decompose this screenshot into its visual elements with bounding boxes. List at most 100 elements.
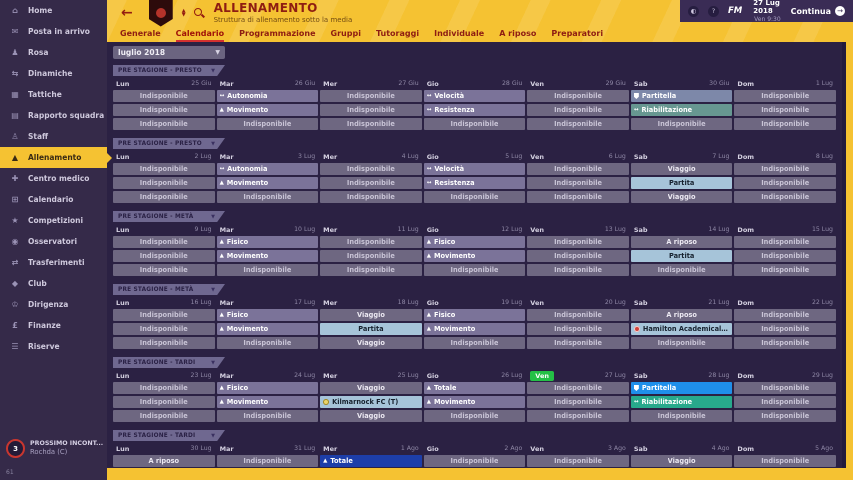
calendar-cell-unavailable[interactable]: Indisponibile bbox=[527, 118, 629, 130]
calendar-cell-unavailable[interactable]: Indisponibile bbox=[734, 191, 836, 203]
section-up-down-chevron-icon[interactable]: ▲ ▼ bbox=[181, 8, 186, 18]
calendar-cell-unavailable[interactable]: Indisponibile bbox=[527, 337, 629, 349]
calendar-cell[interactable]: ↔ Velocità bbox=[423, 163, 526, 175]
tab-tutoraggi[interactable]: Tutoraggi bbox=[375, 29, 420, 38]
sidebar-item-rapporto-squadra[interactable]: ▤ Rapporto squadra bbox=[0, 105, 107, 126]
next-match-panel[interactable]: 3 PROSSIMO INCONT... Rochda (C) bbox=[6, 439, 103, 458]
calendar-cell-unavailable[interactable]: Indisponibile bbox=[320, 191, 422, 203]
calendar-cell-unavailable[interactable]: Indisponibile bbox=[527, 264, 629, 276]
calendar-cell[interactable]: ▲ Totale bbox=[320, 455, 422, 467]
calendar-cell-unavailable[interactable]: Indisponibile bbox=[734, 104, 836, 116]
calendar-cell[interactable]: ▲ Fisico bbox=[216, 309, 319, 321]
calendar-cell-unavailable[interactable]: Indisponibile bbox=[113, 337, 215, 349]
calendar-cell-unavailable[interactable]: Indisponibile bbox=[423, 264, 526, 276]
calendar-cell-unavailable[interactable]: Indisponibile bbox=[734, 382, 836, 394]
calendar-cell-unavailable[interactable]: Indisponibile bbox=[320, 163, 422, 175]
week-section-header[interactable]: PRE STAGIONE - PRESTO ▼ bbox=[113, 138, 225, 149]
calendar-cell-unavailable[interactable]: Indisponibile bbox=[734, 309, 836, 321]
sidebar-item-centro-medico[interactable]: ✚ Centro medico bbox=[0, 168, 107, 189]
tab-calendario[interactable]: Calendario bbox=[175, 27, 225, 42]
calendar-cell-unavailable[interactable]: Indisponibile bbox=[320, 236, 422, 248]
calendar-cell-unavailable[interactable]: Indisponibile bbox=[113, 264, 215, 276]
calendar-cell-unavailable[interactable]: Indisponibile bbox=[527, 236, 629, 248]
calendar-cell-unavailable[interactable]: Indisponibile bbox=[734, 250, 836, 262]
calendar-cell-unavailable[interactable]: Indisponibile bbox=[216, 118, 319, 130]
calendar-cell[interactable]: Viaggio bbox=[320, 309, 422, 321]
calendar-cell[interactable]: Hamilton Academical FC (C) bbox=[630, 323, 733, 335]
calendar-cell-unavailable[interactable]: Indisponibile bbox=[423, 118, 526, 130]
calendar-cell-unavailable[interactable]: Indisponibile bbox=[527, 323, 629, 335]
calendar-cell[interactable]: ▲ Fisico bbox=[216, 236, 319, 248]
calendar-cell-unavailable[interactable]: Indisponibile bbox=[527, 163, 629, 175]
calendar-cell[interactable]: ↔ Autonomia bbox=[216, 163, 319, 175]
calendar-cell-unavailable[interactable]: Indisponibile bbox=[527, 309, 629, 321]
tab-individuale[interactable]: Individuale bbox=[434, 29, 485, 38]
sidebar-item-dinamiche[interactable]: ⇆ Dinamiche bbox=[0, 63, 107, 84]
calendar-cell-unavailable[interactable]: Indisponibile bbox=[216, 455, 319, 467]
calendar-cell-unavailable[interactable]: Indisponibile bbox=[527, 382, 629, 394]
calendar-cell[interactable]: ↔ Autonomia bbox=[216, 90, 319, 102]
continue-button[interactable]: Continua → bbox=[791, 6, 845, 16]
help-icon[interactable]: ? bbox=[708, 5, 719, 17]
calendar-cell-unavailable[interactable]: Indisponibile bbox=[527, 250, 629, 262]
calendar-cell-unavailable[interactable]: Indisponibile bbox=[527, 410, 629, 422]
week-section-header[interactable]: PRE STAGIONE - TARDI ▼ bbox=[113, 357, 225, 368]
calendar-cell-unavailable[interactable]: Indisponibile bbox=[320, 118, 422, 130]
month-dropdown[interactable]: luglio 2018 ▼ bbox=[113, 46, 225, 59]
fm-logo[interactable]: FM bbox=[728, 6, 743, 16]
calendar-cell[interactable]: Partitella bbox=[630, 90, 733, 102]
calendar-cell-unavailable[interactable]: Indisponibile bbox=[734, 90, 836, 102]
calendar-cell[interactable]: ▲ Fisico bbox=[423, 309, 526, 321]
calendar-cell[interactable]: ▲ Fisico bbox=[423, 236, 526, 248]
calendar-cell[interactable]: ↔ Resistenza bbox=[423, 104, 526, 116]
calendar-cell-unavailable[interactable]: Indisponibile bbox=[113, 410, 215, 422]
week-section-header[interactable]: PRE STAGIONE - METÀ ▼ bbox=[113, 284, 225, 295]
calendar-cell-unavailable[interactable]: Indisponibile bbox=[630, 118, 733, 130]
calendar-cell-unavailable[interactable]: Indisponibile bbox=[320, 250, 422, 262]
calendar-cell[interactable]: Viaggio bbox=[630, 455, 733, 467]
sidebar-item-osservatori[interactable]: ◉ Osservatori bbox=[0, 231, 107, 252]
calendar-cell-unavailable[interactable]: Indisponibile bbox=[216, 337, 319, 349]
calendar-cell-unavailable[interactable]: Indisponibile bbox=[113, 309, 215, 321]
calendar-cell-unavailable[interactable]: Indisponibile bbox=[423, 410, 526, 422]
sidebar-item-calendario[interactable]: ⊞ Calendario bbox=[0, 189, 107, 210]
sidebar-item-staff[interactable]: ♙ Staff bbox=[0, 126, 107, 147]
calendar-cell[interactable]: A riposo bbox=[630, 309, 733, 321]
sidebar-item-competizioni[interactable]: ★ Competizioni bbox=[0, 210, 107, 231]
calendar-cell[interactable]: Partita bbox=[320, 323, 422, 335]
calendar-cell-unavailable[interactable]: Indisponibile bbox=[320, 104, 422, 116]
calendar-cell[interactable]: Viaggio bbox=[630, 163, 733, 175]
vertical-scrollbar[interactable] bbox=[842, 42, 846, 468]
calendar-cell[interactable]: Kilmarnock FC (T) bbox=[320, 396, 422, 408]
calendar-cell-unavailable[interactable]: Indisponibile bbox=[527, 177, 629, 189]
calendar-cell-unavailable[interactable]: Indisponibile bbox=[734, 118, 836, 130]
calendar-cell[interactable]: ▲ Movimento bbox=[216, 396, 319, 408]
calendar-cell-unavailable[interactable]: Indisponibile bbox=[630, 264, 733, 276]
calendar-cell[interactable]: ▲ Movimento bbox=[216, 250, 319, 262]
calendar-cell-unavailable[interactable]: Indisponibile bbox=[734, 177, 836, 189]
calendar-cell[interactable]: ▲ Movimento bbox=[216, 323, 319, 335]
calendar-cell-unavailable[interactable]: Indisponibile bbox=[113, 163, 215, 175]
calendar-cell[interactable]: Partita bbox=[630, 177, 733, 189]
calendar-cell[interactable]: ↔ Riabilitazione bbox=[630, 396, 733, 408]
calendar-cell[interactable]: Viaggio bbox=[630, 191, 733, 203]
calendar-cell-unavailable[interactable]: Indisponibile bbox=[113, 396, 215, 408]
calendar-cell[interactable]: ↔ Riabilitazione bbox=[630, 104, 733, 116]
sidebar-item-tattiche[interactable]: ▦ Tattiche bbox=[0, 84, 107, 105]
calendar-cell-unavailable[interactable]: Indisponibile bbox=[630, 410, 733, 422]
search-icon[interactable] bbox=[193, 8, 205, 18]
calendar-cell-unavailable[interactable]: Indisponibile bbox=[113, 191, 215, 203]
tab-gruppi[interactable]: Gruppi bbox=[330, 29, 361, 38]
calendar-cell[interactable]: ▲ Totale bbox=[423, 382, 526, 394]
calendar-cell-unavailable[interactable]: Indisponibile bbox=[113, 118, 215, 130]
tab-preparatori[interactable]: Preparatori bbox=[551, 29, 604, 38]
calendar-cell-unavailable[interactable]: Indisponibile bbox=[423, 455, 526, 467]
sidebar-item-allenamento[interactable]: ▲ Allenamento bbox=[0, 147, 112, 168]
sidebar-item-trasferimenti[interactable]: ⇄ Trasferimenti bbox=[0, 252, 107, 273]
calendar-cell-unavailable[interactable]: Indisponibile bbox=[113, 250, 215, 262]
calendar-cell[interactable]: Viaggio bbox=[320, 382, 422, 394]
calendar-cell[interactable]: ▲ Movimento bbox=[216, 177, 319, 189]
calendar-cell-unavailable[interactable]: Indisponibile bbox=[734, 236, 836, 248]
sidebar-item-posta-in-arrivo[interactable]: ✉ Posta in arrivo bbox=[0, 21, 107, 42]
sidebar-item-finanze[interactable]: £ Finanze bbox=[0, 315, 107, 336]
